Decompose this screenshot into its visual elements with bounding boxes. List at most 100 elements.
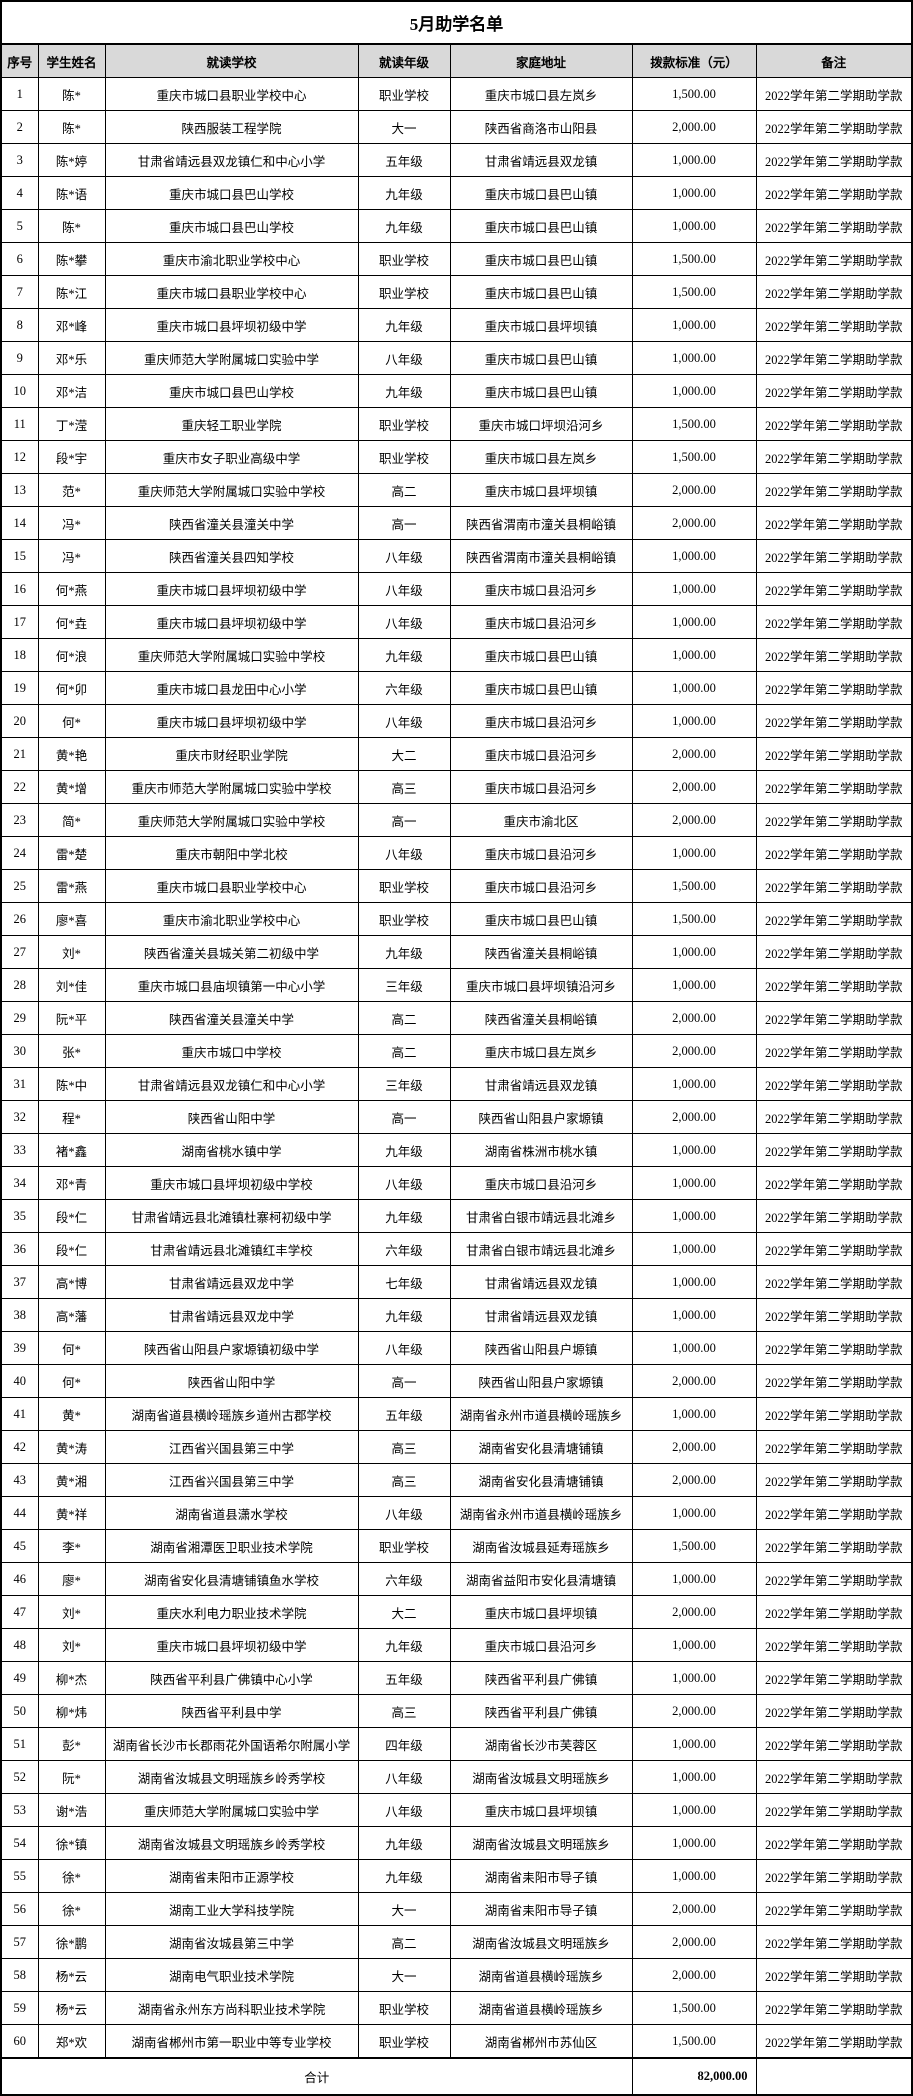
address-cell: 甘肃省靖远县双龙镇 xyxy=(449,1067,633,1101)
school-cell: 甘肃省靖远县双龙中学 xyxy=(104,1298,359,1332)
amount-cell: 2,000.00 xyxy=(631,1100,757,1134)
grade-cell: 八年级 xyxy=(357,341,451,375)
header-note: 备注 xyxy=(755,43,913,78)
address-cell: 陕西省平利县广佛镇 xyxy=(449,1661,633,1695)
school-cell: 重庆市城口县坪坝初级中学 xyxy=(104,308,359,342)
school-cell: 重庆市财经职业学院 xyxy=(104,737,359,771)
table-row: 1 陈* 重庆市城口县职业学校中心 职业学校 重庆市城口县左岚乡 1,500.0… xyxy=(0,77,913,111)
school-cell: 重庆市城口县庙坝镇第一中心小学 xyxy=(104,968,359,1002)
student-name-cell: 陈* xyxy=(37,209,106,243)
student-name-cell: 何*垚 xyxy=(37,605,106,639)
row-no-cell: 37 xyxy=(0,1265,39,1299)
address-cell: 甘肃省靖远县双龙镇 xyxy=(449,143,633,177)
address-cell: 重庆市城口县巴山镇 xyxy=(449,902,633,936)
header-school: 就读学校 xyxy=(104,43,359,78)
table-row: 45 李* 湖南省湘潭医卫职业技术学院 职业学校 湖南省汝城县延寿瑶族乡 1,5… xyxy=(0,1529,913,1563)
row-no-cell: 59 xyxy=(0,1991,39,2025)
amount-cell: 2,000.00 xyxy=(631,1001,757,1035)
student-name-cell: 雷*楚 xyxy=(37,836,106,870)
school-cell: 重庆市女子职业高级中学 xyxy=(104,440,359,474)
address-cell: 重庆市城口县沿河乡 xyxy=(449,572,633,606)
address-cell: 陕西省潼关县桐峪镇 xyxy=(449,935,633,969)
note-cell: 2022学年第二学期助学款 xyxy=(755,935,913,969)
address-cell: 湖南省道县横岭瑶族乡 xyxy=(449,1991,633,2025)
row-no-cell: 34 xyxy=(0,1166,39,1200)
student-name-cell: 程* xyxy=(37,1100,106,1134)
address-cell: 重庆市城口县巴山镇 xyxy=(449,638,633,672)
note-cell: 2022学年第二学期助学款 xyxy=(755,539,913,573)
grade-cell: 高三 xyxy=(357,770,451,804)
grade-cell: 五年级 xyxy=(357,143,451,177)
note-cell: 2022学年第二学期助学款 xyxy=(755,1595,913,1629)
amount-cell: 1,000.00 xyxy=(631,1265,757,1299)
amount-cell: 1,000.00 xyxy=(631,671,757,705)
row-no-cell: 38 xyxy=(0,1298,39,1332)
school-cell: 重庆市城口县坪坝初级中学 xyxy=(104,605,359,639)
amount-cell: 1,500.00 xyxy=(631,1991,757,2025)
grade-cell: 职业学校 xyxy=(357,1529,451,1563)
row-no-cell: 17 xyxy=(0,605,39,639)
row-no-cell: 60 xyxy=(0,2024,39,2059)
row-no-cell: 16 xyxy=(0,572,39,606)
amount-cell: 1,500.00 xyxy=(631,902,757,936)
school-cell: 湖南省长沙市长郡雨花外国语希尔附属小学 xyxy=(104,1727,359,1761)
row-no-cell: 4 xyxy=(0,176,39,210)
note-cell: 2022学年第二学期助学款 xyxy=(755,275,913,309)
row-no-cell: 46 xyxy=(0,1562,39,1596)
row-no-cell: 22 xyxy=(0,770,39,804)
grade-cell: 八年级 xyxy=(357,704,451,738)
amount-cell: 1,500.00 xyxy=(631,77,757,111)
row-no-cell: 40 xyxy=(0,1364,39,1398)
grade-cell: 职业学校 xyxy=(357,77,451,111)
school-cell: 重庆市城口县巴山学校 xyxy=(104,209,359,243)
student-name-cell: 段*仁 xyxy=(37,1232,106,1266)
amount-cell: 1,000.00 xyxy=(631,968,757,1002)
grade-cell: 六年级 xyxy=(357,1232,451,1266)
school-cell: 重庆师范大学附属城口实验中学 xyxy=(104,1793,359,1827)
school-cell: 甘肃省靖远县北滩镇红丰学校 xyxy=(104,1232,359,1266)
grade-cell: 三年级 xyxy=(357,1067,451,1101)
amount-cell: 1,000.00 xyxy=(631,1067,757,1101)
table-row: 33 褚*鑫 湖南省桃水镇中学 九年级 湖南省株洲市桃水镇 1,000.00 2… xyxy=(0,1133,913,1167)
grade-cell: 八年级 xyxy=(357,1793,451,1827)
table-row: 2 陈* 陕西服装工程学院 大一 陕西省商洛市山阳县 2,000.00 2022… xyxy=(0,110,913,144)
amount-cell: 1,000.00 xyxy=(631,1496,757,1530)
student-name-cell: 杨*云 xyxy=(37,1991,106,2025)
grade-cell: 高一 xyxy=(357,1100,451,1134)
note-cell: 2022学年第二学期助学款 xyxy=(755,836,913,870)
amount-cell: 1,500.00 xyxy=(631,2024,757,2059)
table-row: 26 廖*喜 重庆市渝北职业学校中心 职业学校 重庆市城口县巴山镇 1,500.… xyxy=(0,902,913,936)
table-row: 37 高*博 甘肃省靖远县双龙中学 七年级 甘肃省靖远县双龙镇 1,000.00… xyxy=(0,1265,913,1299)
table-row: 50 柳*炜 陕西省平利县中学 高三 陕西省平利县广佛镇 2,000.00 20… xyxy=(0,1694,913,1728)
grade-cell: 高二 xyxy=(357,1034,451,1068)
amount-cell: 2,000.00 xyxy=(631,1595,757,1629)
address-cell: 陕西省山阳县户家塬镇 xyxy=(449,1100,633,1134)
amount-cell: 2,000.00 xyxy=(631,110,757,144)
grade-cell: 高一 xyxy=(357,803,451,837)
address-cell: 重庆市城口县沿河乡 xyxy=(449,770,633,804)
student-name-cell: 丁*滢 xyxy=(37,407,106,441)
amount-cell: 2,000.00 xyxy=(631,803,757,837)
address-cell: 重庆市城口县巴山镇 xyxy=(449,275,633,309)
student-name-cell: 范* xyxy=(37,473,106,507)
school-cell: 重庆市渝北职业学校中心 xyxy=(104,242,359,276)
student-name-cell: 何* xyxy=(37,1364,106,1398)
address-cell: 重庆市城口坪坝沿河乡 xyxy=(449,407,633,441)
address-cell: 湖南省汝城县文明瑶族乡 xyxy=(449,1826,633,1860)
grade-cell: 八年级 xyxy=(357,836,451,870)
amount-cell: 1,000.00 xyxy=(631,836,757,870)
amount-cell: 1,000.00 xyxy=(631,1397,757,1431)
row-no-cell: 55 xyxy=(0,1859,39,1893)
amount-cell: 1,000.00 xyxy=(631,1661,757,1695)
student-name-cell: 刘*佳 xyxy=(37,968,106,1002)
address-cell: 陕西省山阳县户塬镇 xyxy=(449,1331,633,1365)
total-label: 合计 xyxy=(0,2057,633,2096)
row-no-cell: 58 xyxy=(0,1958,39,1992)
address-cell: 湖南省安化县清塘铺镇 xyxy=(449,1463,633,1497)
grade-cell: 职业学校 xyxy=(357,242,451,276)
row-no-cell: 25 xyxy=(0,869,39,903)
school-cell: 重庆市城口县坪坝初级中学 xyxy=(104,1628,359,1662)
row-no-cell: 27 xyxy=(0,935,39,969)
school-cell: 陕西省潼关县潼关中学 xyxy=(104,1001,359,1035)
note-cell: 2022学年第二学期助学款 xyxy=(755,110,913,144)
